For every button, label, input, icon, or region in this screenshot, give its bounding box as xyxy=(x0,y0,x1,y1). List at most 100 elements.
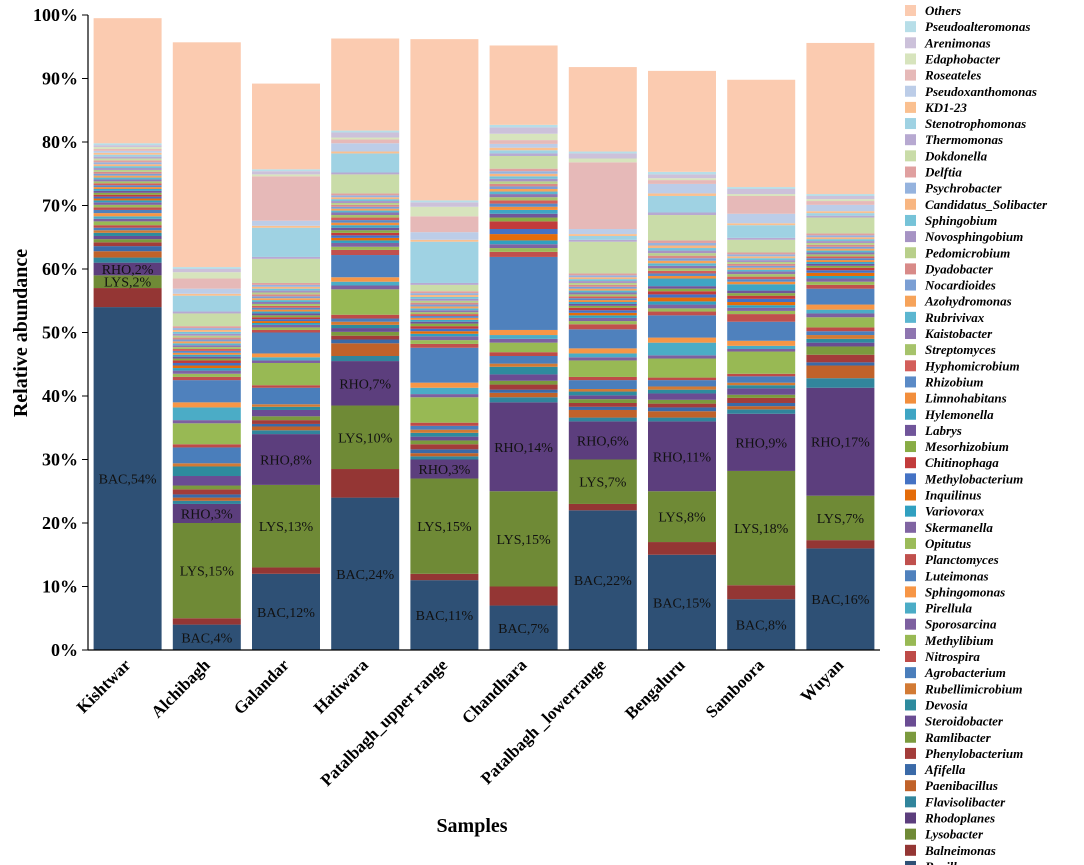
legend-swatch-candidatus-solibacter xyxy=(905,198,916,210)
bar-segment-afifella-alchibagh xyxy=(172,494,241,498)
bar-segment-pirellula-patalbagh-upper-range xyxy=(410,387,479,395)
bar-segment-thermomonas-patalbagh-lowerrange xyxy=(568,239,637,242)
legend-label-planctomyces: Planctomyces xyxy=(925,552,999,567)
bar-segment-rhizobium-chandhara xyxy=(489,203,558,207)
bar-segment-kaistobacter-samboora xyxy=(727,271,796,275)
bar-segment-chitinophaga-hatiwara xyxy=(331,232,400,236)
bar-segment-nocardioides-chandhara xyxy=(489,186,558,189)
data-label-lysobacter: LYS,15% xyxy=(180,565,235,580)
bar-segment-edaphobacter-hatiwara xyxy=(331,137,400,140)
bar-segment-labrys-kishtwar xyxy=(93,190,162,193)
bar-segment-arenimonas-patalbagh-lowerrange xyxy=(568,153,637,159)
bar-segment-candidatus-solibacter-patalbagh-upper-range xyxy=(410,295,479,297)
bar-segment-devosia-alchibagh xyxy=(172,466,241,477)
legend-swatch-bacillus xyxy=(905,860,916,865)
bar-segment-phenylobacterium-galandar xyxy=(252,420,320,424)
y-tick-label: 20% xyxy=(42,513,78,533)
bar-segment-bacillus-galandar xyxy=(252,573,320,650)
bar-segment-thermomonas-kishtwar xyxy=(93,156,162,159)
bar-segment-azohydromonas-samboora xyxy=(727,267,796,270)
bar-segment-roseateles-patalbagh-upper-range xyxy=(410,216,479,233)
data-label-rhodoplanes: RHO,2% xyxy=(102,263,154,278)
bar-segment-rubrivivax-chandhara xyxy=(489,191,558,195)
bar-segment-rhizobium-galandar xyxy=(252,307,320,310)
bar-segment-dyadobacter-samboora xyxy=(727,263,796,266)
bar-segment-luteimonas-chandhara xyxy=(489,256,558,330)
bar-segment-chitinophaga-galandar xyxy=(252,317,320,320)
data-label-lysobacter: LYS,10% xyxy=(338,431,393,446)
bar-segment-methylibium-wuyan xyxy=(806,317,875,328)
bar-segment-dokdonella-bengaluru xyxy=(648,215,716,241)
bar-segment-streptomyces-wuyan xyxy=(806,254,875,257)
bar-segment-lysobacter-samboora xyxy=(727,470,796,586)
bar-segment-arenimonas-wuyan xyxy=(806,195,875,200)
bar-segment-rubellimicrobium-chandhara xyxy=(489,363,558,367)
bar-segment-limnohabitans-patalbagh-upper-range xyxy=(410,317,479,320)
legend-swatch-limnohabitans xyxy=(905,392,916,404)
bar-segment-methylibium-hatiwara xyxy=(331,289,400,315)
bar-segment-hylemonella-patalbagh-lowerrange xyxy=(568,302,637,304)
bar-segment-stenotrophomonas-alchibagh xyxy=(172,295,241,312)
bar-segment-planctomyces-wuyan xyxy=(806,284,875,289)
bar-segment-agrobacterium-patalbagh-upper-range xyxy=(410,425,479,430)
bar-segment-flavisolibacter-wuyan xyxy=(806,378,875,388)
bar-segment-balneimonas-patalbagh-lowerrange xyxy=(568,503,637,511)
bar-segment-sphingobium-chandhara xyxy=(489,176,558,179)
bar-segment-candidatus-solibacter-hatiwara xyxy=(331,197,400,200)
bar-segment-nitrospira-patalbagh-lowerrange xyxy=(568,376,637,381)
bar-segment-kd1-23-wuyan xyxy=(806,211,875,214)
bar-segment-others-patalbagh-lowerrange xyxy=(568,67,637,152)
bar-segment-rubellimicrobium-bengaluru xyxy=(648,386,716,390)
bar-segment-sporosarcina-patalbagh-upper-range xyxy=(410,394,479,398)
bar-segment-sphingomonas-patalbagh-upper-range xyxy=(410,382,479,388)
bar-segment-others-kishtwar xyxy=(93,18,162,144)
bar-segment-rubrivivax-samboora xyxy=(727,269,796,272)
legend-swatch-stenotrophomonas xyxy=(905,118,916,130)
bar-segment-planctomyces-patalbagh-lowerrange xyxy=(568,324,637,330)
data-label-lysobacter: LYS,13% xyxy=(259,520,314,535)
legend-label-pedomicrobium: Pedomicrobium xyxy=(925,245,1010,260)
bar-segment-agrobacterium-galandar xyxy=(252,387,320,405)
bar-segment-roseateles-patalbagh-lowerrange xyxy=(568,162,637,229)
bar-segment-hyphomicrobium-hatiwara xyxy=(331,217,400,221)
bar-segment-hyphomicrobium-alchibagh xyxy=(172,349,241,351)
legend-swatch-ramlibacter xyxy=(905,731,916,743)
data-label-bacillus: BAC,8% xyxy=(736,619,787,634)
bar-segment-delftia-wuyan xyxy=(806,233,875,236)
bar-segment-pseudoalteromonas-wuyan xyxy=(806,194,875,196)
bar-segment-rubrivivax-galandar xyxy=(252,300,320,303)
bar-segment-rubrivivax-alchibagh xyxy=(172,343,241,346)
bar-segment-bacillus-samboora xyxy=(727,599,796,650)
bar-segment-paenibacillus-patalbagh-upper-range xyxy=(410,453,479,457)
bar-segment-sporosarcina-bengaluru xyxy=(648,355,716,359)
bar-segment-planctomyces-kishtwar xyxy=(93,207,162,210)
bar-segment-delftia-patalbagh-upper-range xyxy=(410,291,479,294)
bar-segment-bacillus-alchibagh xyxy=(172,624,241,650)
bar-segment-rhodoplanes-kishtwar xyxy=(93,262,162,276)
bar-segment-pedomicrobium-wuyan xyxy=(806,242,875,245)
data-label-rhodoplanes: RHO,8% xyxy=(260,454,312,469)
bar-segment-ramlibacter-wuyan xyxy=(806,346,875,355)
legend-label-pseudoalteromonas: Pseudoalteromonas xyxy=(925,19,1030,34)
bar-segment-hylemonella-galandar xyxy=(252,311,320,314)
data-label-bacillus: BAC,11% xyxy=(416,609,474,624)
bar-segment-balneimonas-kishtwar xyxy=(93,288,162,308)
legend-swatch-variovorax xyxy=(905,505,916,517)
bar-segment-pedomicrobium-bengaluru xyxy=(648,253,716,256)
y-tick-label: 30% xyxy=(42,450,78,470)
bar-segment-ramlibacter-patalbagh-upper-range xyxy=(410,440,479,445)
bar-segment-arenimonas-chandhara xyxy=(489,127,558,134)
legend-swatch-methylobacterium xyxy=(905,473,916,485)
bar-segment-pseudoxanthomonas-bengaluru xyxy=(648,183,716,194)
x-tick-label: Alchibagh xyxy=(147,655,214,722)
bar-segment-rhodoplanes-patalbagh-upper-range xyxy=(410,459,479,479)
bar-segment-paenibacillus-patalbagh-lowerrange xyxy=(568,409,637,418)
bar-segment-inquilinus-samboora xyxy=(727,302,796,306)
data-label-rhodoplanes: RHO,7% xyxy=(339,377,391,392)
y-tick-label: 0% xyxy=(51,640,78,660)
legend-label-arenimonas: Arenimonas xyxy=(924,35,991,50)
data-label-bacillus: BAC,7% xyxy=(498,622,549,637)
bar-segment-azohydromonas-alchibagh xyxy=(172,341,241,344)
bar-segment-limnohabitans-bengaluru xyxy=(648,275,716,279)
bar-segment-edaphobacter-wuyan xyxy=(806,199,875,202)
